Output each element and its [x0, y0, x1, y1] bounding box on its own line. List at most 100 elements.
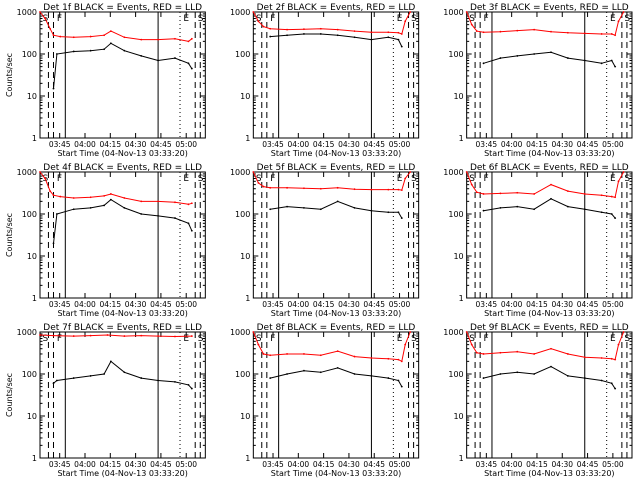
x-tick-label: 04:15: [526, 140, 548, 149]
series-events-point: [600, 379, 603, 382]
series-lld-point: [499, 192, 502, 195]
marker-label: S: [198, 174, 204, 184]
series-lld-point: [353, 188, 356, 191]
series-lld-point: [262, 353, 265, 355]
series-events-point: [52, 382, 55, 385]
series-events-point: [387, 377, 390, 379]
series-lld-point: [614, 196, 617, 199]
series-lld-line: [252, 171, 411, 191]
series-events-point: [103, 204, 106, 207]
series-events-point: [583, 59, 586, 62]
x-tick-label: 03:45: [262, 140, 284, 149]
detector-panel-6: Det 6f BLACK = Events, RED = LLD 1 10 100 10…: [443, 163, 633, 318]
series-events-point: [55, 213, 58, 215]
series-events-line: [483, 51, 616, 67]
marker-label: F: [57, 14, 62, 24]
y-axis-label: Counts/sec: [5, 213, 14, 257]
series-lld-point: [475, 351, 478, 354]
x-tick-label: 04:30: [125, 300, 147, 309]
series-events-point: [336, 34, 339, 37]
series-events-point: [400, 385, 403, 388]
y-tick-label: 1000: [443, 8, 463, 17]
y-tick-label: 1: [245, 134, 250, 143]
x-tick-label: 04:45: [150, 300, 172, 309]
series-lld-point: [140, 334, 143, 337]
series-events-point: [140, 55, 143, 57]
y-tick-label: 100: [22, 370, 37, 379]
series-events-point: [400, 217, 403, 219]
series-lld-point: [303, 28, 305, 31]
series-lld-point: [614, 34, 617, 37]
x-tick-label: 04:45: [363, 460, 385, 469]
x-axis-label: Start Time (04-Nov-13 03:33:20): [484, 309, 614, 318]
x-tick-label: 03:45: [476, 460, 498, 469]
y-tick-label: 1: [459, 454, 464, 463]
x-tick-label: 05:00: [175, 140, 197, 149]
series-lld-point: [174, 335, 176, 338]
y-tick-label: 10: [453, 92, 463, 101]
series-lld-point: [123, 197, 126, 199]
series-lld-point: [257, 182, 260, 184]
series-events-point: [336, 200, 339, 203]
series-lld-point: [174, 37, 176, 40]
series-lld-point: [387, 31, 390, 34]
series-lld-point: [617, 20, 620, 23]
panel-title: Det 2f BLACK = Events, RED = LLD: [257, 3, 416, 13]
plot-frame: [252, 331, 420, 459]
series-events-point: [269, 377, 272, 379]
x-tick-label: 04:45: [363, 300, 385, 309]
series-lld-point: [319, 354, 322, 357]
series-events-point: [140, 213, 143, 215]
x-tick-label: 04:30: [551, 140, 573, 149]
x-tick-label: 04:00: [501, 460, 523, 469]
series-lld-point: [103, 194, 106, 197]
x-tick-label: 04:15: [313, 460, 335, 469]
series-lld-point: [499, 351, 502, 354]
marker-label: S: [624, 14, 630, 24]
series-lld-point: [516, 350, 519, 353]
series-lld-line: [39, 171, 192, 205]
marker-label: S: [411, 14, 417, 24]
series-lld-point: [257, 20, 260, 23]
x-axis-label: Start Time (04-Nov-13 03:33:20): [484, 469, 614, 478]
marker-label: F: [57, 174, 62, 184]
y-tick-label: 1000: [230, 168, 250, 177]
series-events-point: [610, 382, 613, 385]
series-events-point: [187, 384, 190, 386]
series-events-point: [397, 38, 400, 41]
y-tick-label: 10: [240, 92, 250, 101]
series-lld-point: [39, 171, 41, 173]
series-events-point: [353, 373, 356, 375]
x-tick-label: 04:30: [338, 300, 360, 309]
x-tick-label: 04:00: [74, 460, 96, 469]
series-lld-point: [353, 30, 356, 33]
series-events-point: [286, 373, 288, 375]
plot-frame: [39, 11, 206, 139]
series-lld-line: [39, 11, 193, 42]
marker-label: S: [411, 174, 417, 184]
series-lld-point: [533, 353, 536, 355]
series-events-point: [55, 379, 58, 382]
panel-title: Det 6f BLACK = Events, RED = LLD: [470, 163, 629, 173]
series-events-line: [270, 200, 403, 219]
series-lld-point: [409, 11, 412, 13]
series-events-point: [370, 209, 373, 212]
series-lld-point: [140, 200, 143, 203]
series-lld-point: [397, 358, 400, 361]
series-events-point: [269, 35, 272, 38]
plot-frame: [466, 331, 633, 459]
series-lld-point: [157, 38, 159, 41]
y-tick-label: 1000: [443, 328, 463, 337]
series-lld-point: [550, 183, 552, 186]
series-events-point: [52, 242, 55, 245]
series-lld-point: [475, 30, 478, 33]
series-lld-point: [252, 331, 255, 333]
series-lld-point: [622, 171, 625, 173]
marker-label: S: [469, 14, 475, 24]
x-tick-label: 04:00: [501, 140, 523, 149]
series-lld-point: [610, 357, 613, 360]
y-tick-label: 1: [245, 454, 250, 463]
series-lld-point: [269, 27, 272, 30]
series-lld-point: [123, 335, 126, 337]
series-lld-point: [470, 343, 473, 346]
